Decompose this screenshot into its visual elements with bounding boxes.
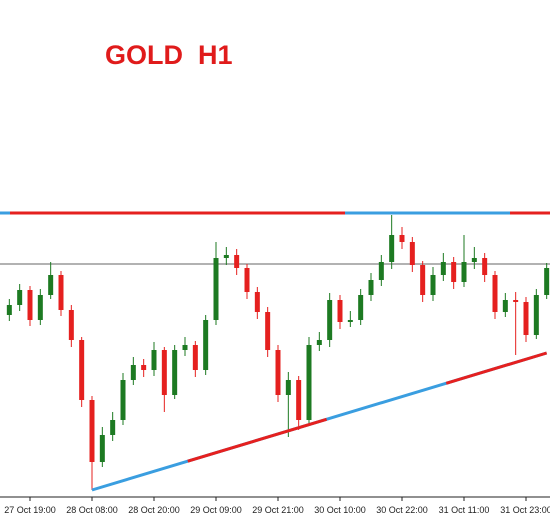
candle-body xyxy=(409,242,415,265)
candle-body xyxy=(120,380,126,420)
candle-body xyxy=(223,255,229,258)
candle-body xyxy=(327,300,333,340)
chart-title: GOLD H1 xyxy=(105,40,233,70)
candle-body xyxy=(203,320,209,370)
candle-body xyxy=(99,435,105,462)
candle-body xyxy=(461,262,467,282)
candle-body xyxy=(378,262,384,280)
candle-body xyxy=(471,258,477,262)
x-tick-label: 30 Oct 22:00 xyxy=(376,505,428,515)
candle-body xyxy=(316,340,322,345)
candle-body xyxy=(58,275,64,310)
candle-body xyxy=(37,295,43,320)
candle-body xyxy=(244,268,250,292)
candle-body xyxy=(151,350,157,370)
x-tick-label: 29 Oct 21:00 xyxy=(252,505,304,515)
candle-body xyxy=(347,320,353,322)
candle-body xyxy=(502,300,508,312)
x-tick-label: 31 Oct 23:00 xyxy=(500,505,550,515)
candle-body xyxy=(68,310,74,340)
candle-body xyxy=(6,305,12,315)
candle-body xyxy=(296,380,302,420)
candle-body xyxy=(492,275,498,312)
candle-body xyxy=(533,295,539,335)
candle-body xyxy=(110,420,116,435)
candle-body xyxy=(430,275,436,295)
x-tick-label: 28 Oct 20:00 xyxy=(128,505,180,515)
candle-body xyxy=(420,265,426,295)
candle-body xyxy=(482,258,488,275)
candle-body xyxy=(48,275,54,295)
x-tick-label: 30 Oct 10:00 xyxy=(314,505,366,515)
trend-line-red xyxy=(91,351,548,492)
candle-body xyxy=(213,258,219,320)
x-tick-label: 27 Oct 19:00 xyxy=(4,505,56,515)
candle-body xyxy=(451,262,457,282)
candle-body xyxy=(285,380,291,395)
candle-body xyxy=(368,280,374,295)
x-tick-label: 28 Oct 08:00 xyxy=(66,505,118,515)
x-tick-label: 29 Oct 09:00 xyxy=(190,505,242,515)
candle-body xyxy=(89,400,95,462)
candle-body xyxy=(130,365,136,380)
candle-body xyxy=(192,345,198,370)
candle-body xyxy=(234,255,240,268)
candle-body xyxy=(172,350,178,395)
candle-body xyxy=(17,290,23,305)
candle-body xyxy=(513,300,519,302)
candle-body xyxy=(27,290,33,320)
candle-body xyxy=(141,365,147,370)
candle-body xyxy=(389,235,395,262)
x-tick-label: 31 Oct 11:00 xyxy=(439,505,490,515)
candle-body xyxy=(182,345,188,350)
candle-body xyxy=(275,350,281,395)
candle-body xyxy=(254,292,260,312)
candle-body xyxy=(440,262,446,275)
candle-body xyxy=(337,300,343,322)
candle-body xyxy=(161,350,167,395)
candle-body xyxy=(523,302,529,335)
candle-body xyxy=(358,295,364,320)
candle-body xyxy=(79,340,85,400)
candle-body xyxy=(265,312,271,350)
candle-body xyxy=(399,235,405,242)
candle-body xyxy=(306,345,312,420)
candle-body xyxy=(544,268,550,295)
